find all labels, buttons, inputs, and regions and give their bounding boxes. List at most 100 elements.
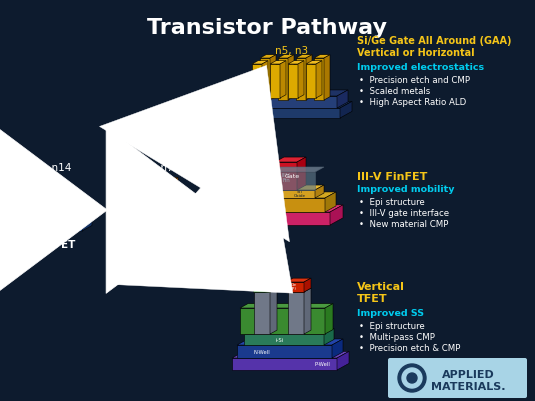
Text: STI
Oxide: STI Oxide <box>294 190 306 198</box>
Text: STI
Oxide: STI Oxide <box>118 219 131 227</box>
Polygon shape <box>270 61 286 64</box>
Polygon shape <box>288 64 298 98</box>
Polygon shape <box>186 202 195 217</box>
Text: •  New material CMP: • New material CMP <box>359 220 448 229</box>
Polygon shape <box>232 358 337 370</box>
Polygon shape <box>288 61 304 64</box>
Text: N-Well: N-Well <box>254 350 270 354</box>
Polygon shape <box>297 157 306 190</box>
Text: Transistor Pathway: Transistor Pathway <box>147 18 387 38</box>
FancyBboxPatch shape <box>388 358 527 398</box>
Polygon shape <box>20 185 54 207</box>
Text: STI
Oxide: STI Oxide <box>45 208 58 216</box>
Polygon shape <box>262 61 268 98</box>
Polygon shape <box>286 282 304 292</box>
Polygon shape <box>296 58 306 100</box>
Text: Vertical or Horizontal: Vertical or Horizontal <box>357 48 475 58</box>
Polygon shape <box>10 217 82 231</box>
Text: Si FinFET: Si FinFET <box>21 240 75 250</box>
Polygon shape <box>275 157 306 162</box>
Text: Improved mobility: Improved mobility <box>357 185 455 194</box>
Polygon shape <box>114 207 186 217</box>
Polygon shape <box>254 292 270 334</box>
Polygon shape <box>232 351 349 358</box>
Polygon shape <box>244 328 334 334</box>
Polygon shape <box>270 55 276 100</box>
Polygon shape <box>237 345 332 358</box>
Text: Gate: Gate <box>24 189 37 194</box>
Polygon shape <box>244 334 324 345</box>
Text: •  Multi-pass CMP: • Multi-pass CMP <box>359 333 435 342</box>
Polygon shape <box>278 55 294 58</box>
Polygon shape <box>306 61 322 64</box>
Polygon shape <box>324 55 330 100</box>
Polygon shape <box>230 167 324 172</box>
Polygon shape <box>298 61 304 98</box>
Polygon shape <box>314 58 324 100</box>
Polygon shape <box>332 339 343 358</box>
Polygon shape <box>76 203 84 217</box>
Polygon shape <box>304 278 311 292</box>
Text: Ge
Fin: Ge Fin <box>244 175 252 185</box>
Polygon shape <box>275 162 297 190</box>
Polygon shape <box>288 55 294 100</box>
Polygon shape <box>134 183 168 207</box>
Polygon shape <box>48 182 56 207</box>
Polygon shape <box>304 288 311 334</box>
Text: Si/Ge FinFET: Si/Ge FinFET <box>117 240 191 250</box>
Text: P-Well: P-Well <box>314 361 330 367</box>
Text: •  III-V gate interface: • III-V gate interface <box>359 209 449 218</box>
Polygon shape <box>82 211 92 231</box>
Polygon shape <box>325 304 333 334</box>
Text: IIIV SRB: IIIV SRB <box>265 217 285 221</box>
Text: Gate: Gate <box>285 174 300 180</box>
Polygon shape <box>286 278 311 282</box>
Text: n22, n14: n22, n14 <box>25 163 71 173</box>
Text: MATERIALS.: MATERIALS. <box>431 382 505 392</box>
Polygon shape <box>252 61 268 64</box>
Text: New Fin
Material: New Fin Material <box>139 190 163 200</box>
Text: •  Precision etch & CMP: • Precision etch & CMP <box>359 344 461 353</box>
Polygon shape <box>254 288 277 292</box>
Text: Silicon Substrate: Silicon Substrate <box>25 221 67 225</box>
Polygon shape <box>296 55 312 58</box>
Polygon shape <box>240 108 340 118</box>
Polygon shape <box>240 101 352 108</box>
Text: Fin: Fin <box>36 194 44 200</box>
Text: •  Epi structure: • Epi structure <box>359 322 425 331</box>
Text: APPLIED: APPLIED <box>441 370 494 380</box>
Polygon shape <box>32 187 48 207</box>
Polygon shape <box>340 101 352 118</box>
Polygon shape <box>240 304 333 308</box>
Polygon shape <box>270 278 277 292</box>
Text: Ge
(P): Ge (P) <box>291 283 297 291</box>
Polygon shape <box>110 211 201 217</box>
Polygon shape <box>260 55 276 58</box>
Polygon shape <box>278 58 288 100</box>
Polygon shape <box>288 288 311 292</box>
Text: TFET: TFET <box>357 294 388 304</box>
Polygon shape <box>235 190 315 198</box>
Polygon shape <box>32 182 56 187</box>
Polygon shape <box>10 211 92 217</box>
Text: SiGe SRB: SiGe SRB <box>261 203 284 207</box>
Polygon shape <box>238 163 267 168</box>
Polygon shape <box>16 207 76 217</box>
Text: Vertical: Vertical <box>357 282 405 292</box>
Text: •  High Aspect Ratio ALD: • High Aspect Ratio ALD <box>359 98 466 107</box>
Polygon shape <box>230 172 315 190</box>
Text: Si/Ge Gate All Around (GAA): Si/Ge Gate All Around (GAA) <box>357 36 511 46</box>
Text: n5, n3: n5, n3 <box>275 46 308 56</box>
Polygon shape <box>337 90 348 108</box>
Polygon shape <box>314 55 330 58</box>
Polygon shape <box>243 96 337 108</box>
Polygon shape <box>288 292 304 334</box>
Polygon shape <box>114 202 195 207</box>
Text: Improved electrostatics: Improved electrostatics <box>357 63 484 72</box>
Polygon shape <box>110 217 190 231</box>
Polygon shape <box>238 168 258 190</box>
Text: •  Epi structure: • Epi structure <box>359 198 425 207</box>
Polygon shape <box>330 205 343 225</box>
Polygon shape <box>325 192 336 212</box>
Polygon shape <box>260 58 270 100</box>
